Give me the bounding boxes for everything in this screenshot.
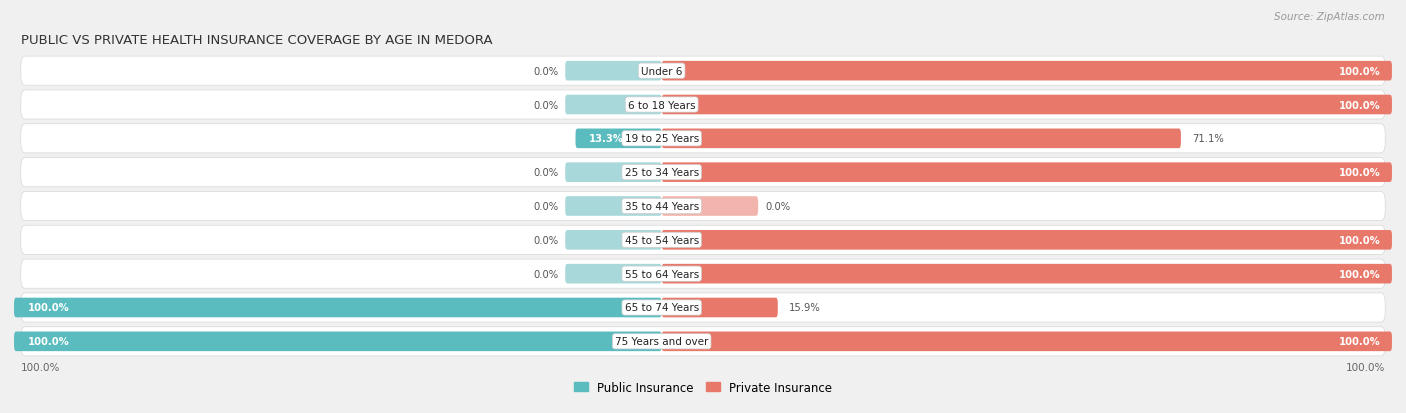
FancyBboxPatch shape: [21, 226, 1385, 255]
FancyBboxPatch shape: [565, 163, 662, 183]
Text: 65 to 74 Years: 65 to 74 Years: [624, 303, 699, 313]
Text: 45 to 54 Years: 45 to 54 Years: [624, 235, 699, 245]
FancyBboxPatch shape: [662, 298, 778, 318]
Text: PUBLIC VS PRIVATE HEALTH INSURANCE COVERAGE BY AGE IN MEDORA: PUBLIC VS PRIVATE HEALTH INSURANCE COVER…: [21, 34, 492, 47]
Text: 15.9%: 15.9%: [789, 303, 821, 313]
Text: 55 to 64 Years: 55 to 64 Years: [624, 269, 699, 279]
Text: 100.0%: 100.0%: [1346, 363, 1385, 373]
Text: 6 to 18 Years: 6 to 18 Years: [628, 100, 696, 110]
Text: 19 to 25 Years: 19 to 25 Years: [624, 134, 699, 144]
FancyBboxPatch shape: [21, 327, 1385, 356]
FancyBboxPatch shape: [662, 230, 1392, 250]
FancyBboxPatch shape: [662, 332, 1392, 351]
FancyBboxPatch shape: [21, 57, 1385, 86]
FancyBboxPatch shape: [21, 192, 1385, 221]
FancyBboxPatch shape: [662, 62, 1392, 81]
Text: Source: ZipAtlas.com: Source: ZipAtlas.com: [1274, 12, 1385, 22]
FancyBboxPatch shape: [21, 124, 1385, 154]
Text: 100.0%: 100.0%: [28, 303, 69, 313]
Text: 100.0%: 100.0%: [1339, 66, 1381, 76]
Text: 100.0%: 100.0%: [1339, 100, 1381, 110]
FancyBboxPatch shape: [662, 197, 758, 216]
FancyBboxPatch shape: [21, 158, 1385, 187]
Text: 100.0%: 100.0%: [1339, 269, 1381, 279]
Text: 100.0%: 100.0%: [28, 337, 69, 347]
Text: 0.0%: 0.0%: [765, 202, 790, 211]
FancyBboxPatch shape: [575, 129, 662, 149]
FancyBboxPatch shape: [662, 264, 1392, 284]
Text: 0.0%: 0.0%: [533, 269, 558, 279]
Text: 71.1%: 71.1%: [1192, 134, 1223, 144]
Legend: Public Insurance, Private Insurance: Public Insurance, Private Insurance: [569, 376, 837, 399]
Text: 0.0%: 0.0%: [533, 66, 558, 76]
FancyBboxPatch shape: [662, 95, 1392, 115]
FancyBboxPatch shape: [565, 62, 662, 81]
Text: 0.0%: 0.0%: [533, 202, 558, 211]
Text: 100.0%: 100.0%: [1339, 168, 1381, 178]
FancyBboxPatch shape: [14, 332, 662, 351]
FancyBboxPatch shape: [14, 298, 662, 318]
FancyBboxPatch shape: [565, 197, 662, 216]
FancyBboxPatch shape: [565, 95, 662, 115]
Text: 75 Years and over: 75 Years and over: [614, 337, 709, 347]
FancyBboxPatch shape: [565, 230, 662, 250]
Text: 100.0%: 100.0%: [1339, 235, 1381, 245]
FancyBboxPatch shape: [662, 129, 1181, 149]
Text: 0.0%: 0.0%: [533, 100, 558, 110]
FancyBboxPatch shape: [565, 264, 662, 284]
Text: 35 to 44 Years: 35 to 44 Years: [624, 202, 699, 211]
FancyBboxPatch shape: [21, 91, 1385, 120]
Text: 0.0%: 0.0%: [533, 168, 558, 178]
FancyBboxPatch shape: [662, 163, 1392, 183]
FancyBboxPatch shape: [21, 293, 1385, 322]
Text: 13.3%: 13.3%: [589, 134, 624, 144]
Text: 100.0%: 100.0%: [21, 363, 60, 373]
Text: 100.0%: 100.0%: [1339, 337, 1381, 347]
Text: 25 to 34 Years: 25 to 34 Years: [624, 168, 699, 178]
Text: 0.0%: 0.0%: [533, 235, 558, 245]
Text: Under 6: Under 6: [641, 66, 682, 76]
FancyBboxPatch shape: [21, 259, 1385, 289]
